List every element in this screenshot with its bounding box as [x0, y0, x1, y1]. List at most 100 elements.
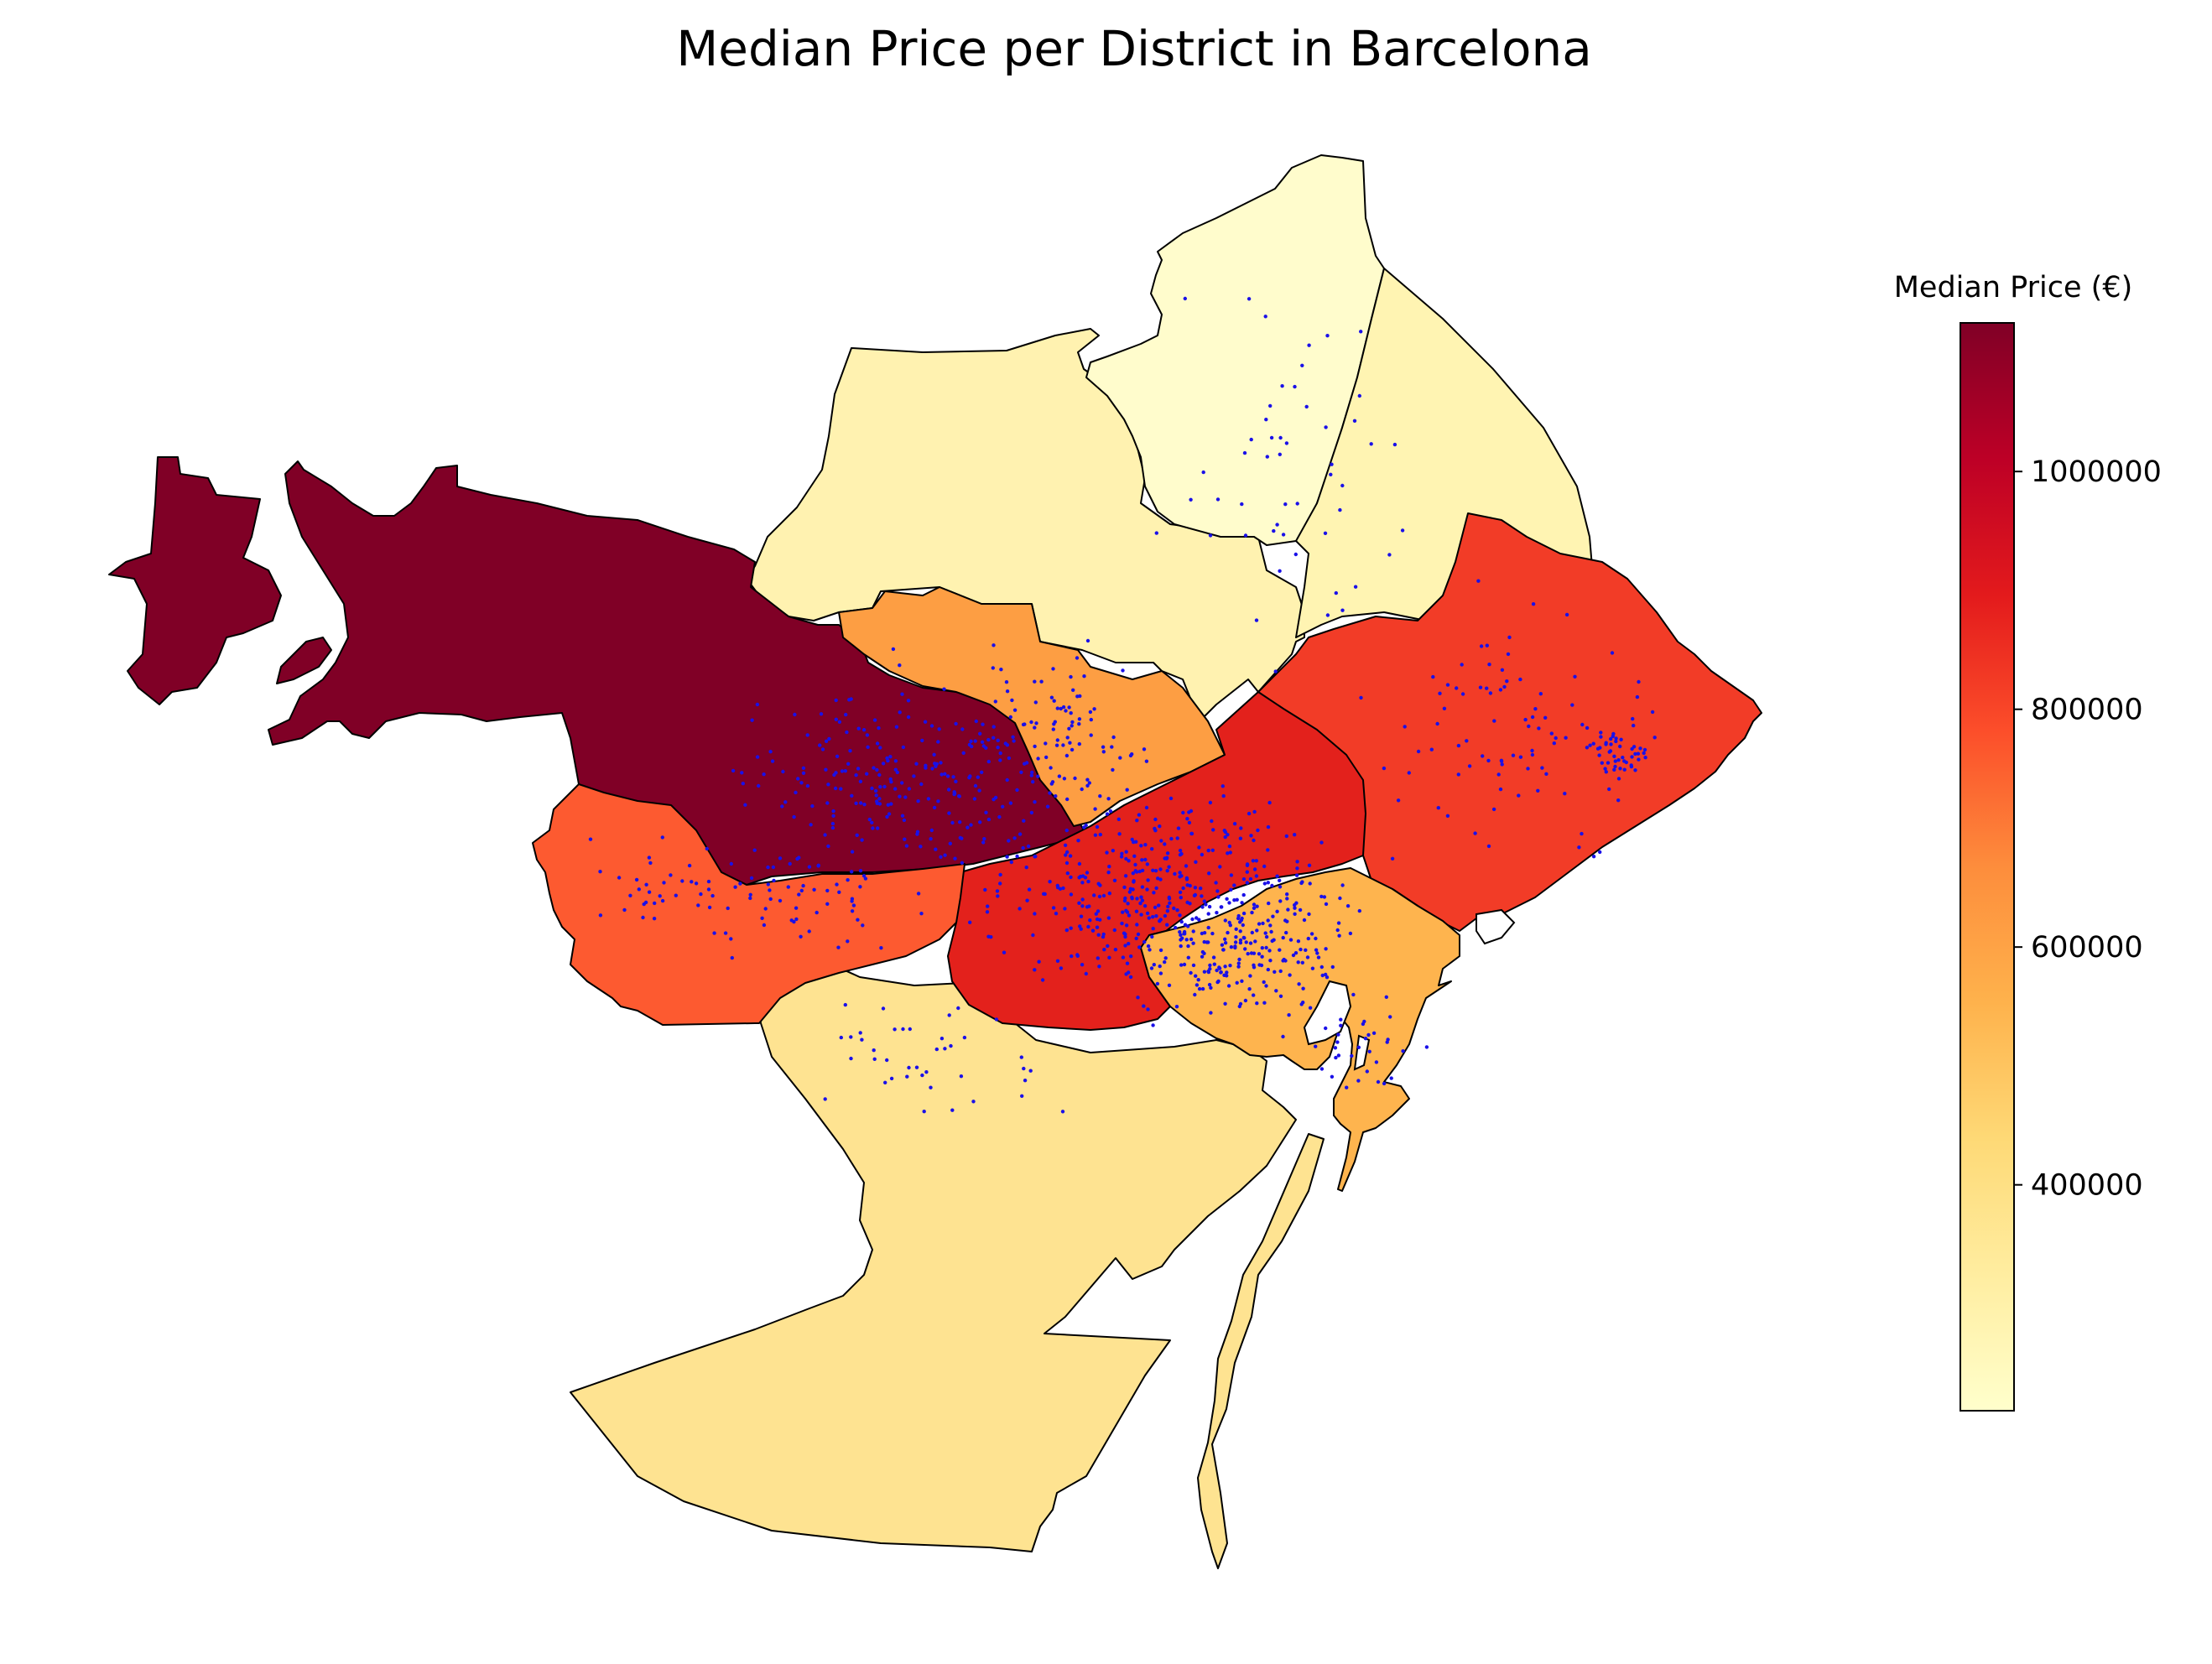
listing-point [980, 770, 984, 774]
listing-point [1189, 831, 1194, 836]
listing-point [816, 863, 820, 868]
listing-point [588, 837, 593, 841]
listing-point [1095, 917, 1100, 922]
listing-point [861, 874, 867, 878]
listing-point [1128, 753, 1133, 758]
listing-point [762, 772, 766, 777]
listing-point [1215, 911, 1219, 915]
listing-point [768, 750, 773, 754]
listing-point [644, 882, 648, 887]
listing-point [855, 833, 859, 837]
listing-point [1293, 906, 1297, 910]
listing-point [858, 869, 863, 873]
listing-point [848, 749, 852, 753]
listing-point [797, 855, 801, 860]
listing-point [1064, 928, 1070, 933]
listing-point [1295, 866, 1299, 871]
listing-point [1070, 724, 1074, 728]
listing-point [1069, 674, 1073, 679]
listing-point [1241, 877, 1247, 881]
listing-point [1293, 384, 1297, 389]
listing-point [1051, 727, 1056, 731]
listing-point [1142, 904, 1148, 908]
listing-point [872, 1048, 876, 1053]
listing-point [1384, 995, 1389, 1000]
listing-point [1240, 916, 1244, 921]
listing-point [834, 771, 838, 775]
listing-point [893, 767, 898, 772]
listing-point [1163, 842, 1167, 846]
listing-point [1159, 839, 1163, 843]
listing-point [1008, 801, 1013, 805]
listing-point [934, 1047, 939, 1052]
listing-point [1210, 819, 1214, 824]
listing-point [1148, 948, 1152, 952]
listing-point [1247, 297, 1252, 301]
listing-point [1580, 831, 1584, 836]
district-west[interactable] [532, 783, 965, 1026]
listing-point [1124, 972, 1128, 976]
listing-point [731, 768, 736, 773]
listing-point [956, 1006, 960, 1011]
listing-point [1255, 928, 1259, 933]
listing-point [906, 699, 911, 703]
listing-point [1069, 926, 1073, 930]
listing-point [1442, 706, 1447, 710]
listing-point [1124, 856, 1128, 861]
listing-point [1284, 834, 1289, 839]
listing-point [1359, 695, 1363, 700]
listing-point [906, 715, 911, 720]
listing-point [1293, 552, 1299, 557]
listing-point [696, 903, 700, 907]
listing-point [766, 882, 770, 887]
listing-point [986, 817, 991, 822]
listing-point [1238, 836, 1243, 840]
listing-point [1226, 930, 1230, 935]
listing-point [1216, 895, 1221, 899]
listing-point [1061, 705, 1066, 710]
listing-point [1612, 767, 1616, 772]
listing-point [801, 883, 805, 888]
listing-point [1186, 944, 1190, 949]
listing-point [861, 923, 865, 928]
district-center[interactable] [947, 691, 1366, 1031]
listing-point [1146, 944, 1151, 949]
listing-point [1254, 874, 1259, 878]
listing-point [836, 945, 841, 949]
district-south[interactable] [570, 949, 1297, 1552]
listing-point [1097, 894, 1102, 899]
listing-point [1194, 860, 1198, 865]
listing-point [1143, 857, 1148, 862]
listing-point [886, 758, 890, 763]
listing-point [1002, 950, 1007, 954]
listing-point [858, 1031, 862, 1035]
listing-point [1272, 528, 1276, 533]
listing-point [1079, 874, 1083, 879]
listing-point [1144, 759, 1149, 763]
listing-point [1339, 1017, 1343, 1022]
listing-point [1194, 974, 1198, 978]
harbour-water [1303, 980, 1352, 1046]
listing-point [1193, 886, 1198, 890]
listing-point [1236, 913, 1241, 918]
listing-point [1498, 688, 1503, 692]
listing-point [1429, 747, 1434, 751]
listing-point [825, 888, 830, 893]
listing-point [1175, 836, 1179, 840]
listing-point [1334, 1055, 1338, 1060]
listing-point [1197, 918, 1201, 922]
listing-point [1200, 894, 1204, 898]
listing-point [1232, 883, 1236, 887]
listing-point [1152, 963, 1157, 967]
district-old-town[interactable] [1140, 867, 1460, 1192]
listing-point [957, 794, 962, 798]
listing-point [1020, 1094, 1024, 1099]
listing-point [929, 1085, 933, 1089]
listing-point [1075, 954, 1080, 959]
listing-point [1505, 679, 1509, 684]
listing-point [1537, 726, 1541, 731]
listing-point [818, 743, 822, 747]
listing-point [989, 935, 993, 939]
listing-point [1121, 955, 1126, 959]
listing-point [1127, 942, 1131, 946]
